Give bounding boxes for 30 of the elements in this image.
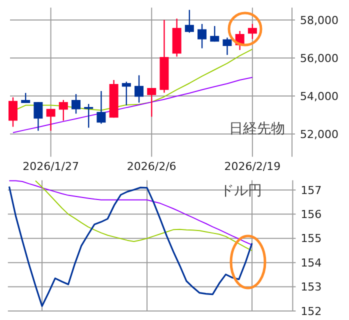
y-tick-label: 54,000: [300, 90, 338, 103]
y-tick-label: 58,000: [300, 14, 338, 27]
annotation: 日経先物: [229, 121, 285, 137]
candlestick: [96, 90, 106, 124]
candlestick: [134, 74, 144, 104]
x-tick-label: 2026/2/6: [126, 160, 176, 173]
y-tick-label: 153: [300, 280, 322, 294]
y-tick-label: 156: [300, 208, 322, 222]
candlestick: [72, 93, 81, 114]
y-tick-label: 157: [300, 184, 322, 197]
candlestick: [198, 23, 207, 49]
x-tick-label: 2026/2/19: [224, 160, 281, 173]
candlestick: [122, 81, 131, 106]
candlestick: [46, 108, 56, 132]
candlestick: [8, 96, 18, 128]
candlestick: [34, 101, 43, 132]
candlestick: [210, 25, 220, 42]
candlestick: [248, 23, 257, 40]
candlestick: [147, 87, 156, 118]
y-tick-label: 152: [300, 304, 322, 318]
y-tick-label: 155: [300, 232, 322, 246]
annotation: ドル円: [220, 183, 262, 199]
x-tick-label: 2026/1/27: [22, 160, 80, 173]
candlestick: [58, 99, 68, 122]
y-tick-label: 154: [300, 256, 322, 270]
candlestick: [84, 103, 94, 128]
candlestick: [184, 9, 194, 34]
y-tick-label: 52,000: [300, 128, 338, 141]
y-tick-label: 56,000: [300, 52, 338, 65]
candlestick: [222, 37, 232, 56]
